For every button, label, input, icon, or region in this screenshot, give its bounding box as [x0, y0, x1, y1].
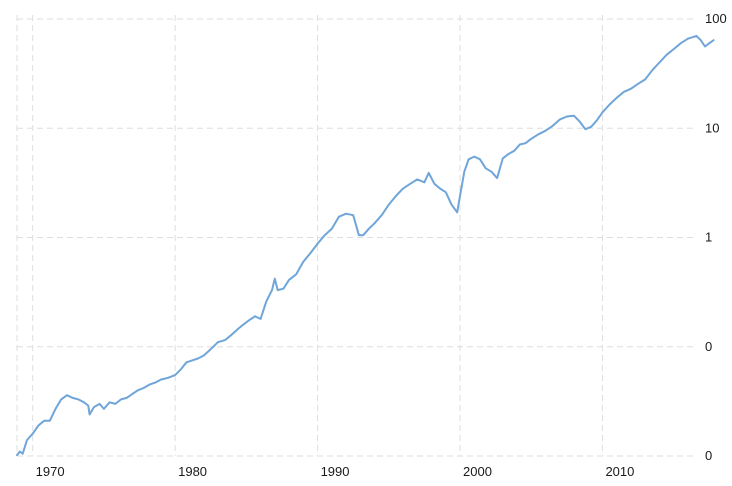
x-tick-label: 2000 [463, 464, 492, 479]
y-tick-label: 0 [705, 448, 712, 463]
series-line-0 [16, 34, 715, 457]
x-tick-label: 1990 [321, 464, 350, 479]
y-tick-label: 0 [705, 339, 712, 354]
series-layer [16, 34, 715, 457]
grid-layer [16, 15, 693, 457]
x-tick-label: 2010 [605, 464, 634, 479]
x-tick-label: 1970 [36, 464, 65, 479]
y-tick-label: 1 [705, 230, 712, 245]
y-tick-label: 100 [705, 11, 727, 26]
y-tick-label: 10 [705, 120, 719, 135]
tick-label-layer: 0 0 1 10 100 1970 1980 1990 2000 2010 [36, 11, 727, 479]
x-tick-label: 1980 [178, 464, 207, 479]
